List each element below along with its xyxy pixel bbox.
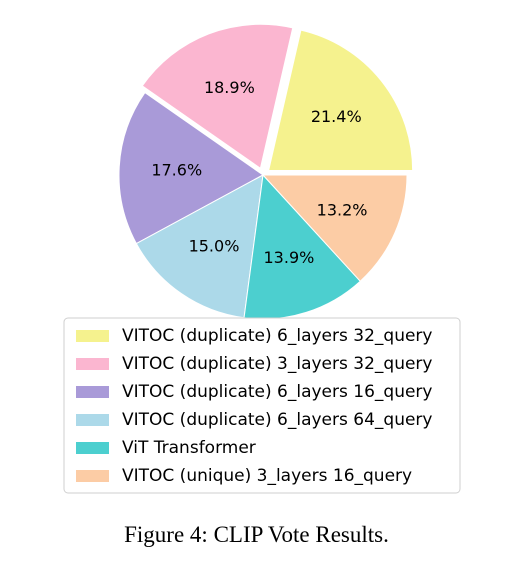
legend-swatch bbox=[76, 442, 109, 454]
legend-swatch bbox=[76, 414, 109, 426]
pie-slice bbox=[261, 174, 408, 282]
pie-slice bbox=[135, 174, 264, 319]
slice-percent-label: 21.4% bbox=[311, 107, 362, 126]
legend-swatch bbox=[76, 358, 109, 370]
legend-label: VITOC (duplicate) 6_layers 32_query bbox=[122, 326, 432, 346]
legend: VITOC (duplicate) 6_layers 32_query VITOC… bbox=[63, 317, 461, 494]
legend-swatch bbox=[76, 470, 109, 482]
pie-slices bbox=[118, 23, 414, 320]
legend-label: ViT Transformer bbox=[122, 438, 256, 458]
legend-label: VITOC (unique) 3_layers 16_query bbox=[122, 466, 412, 486]
pie-slice bbox=[141, 23, 294, 170]
legend-swatch bbox=[76, 330, 109, 342]
legend-label: VITOC (duplicate) 6_layers 64_query bbox=[122, 410, 432, 430]
slice-percent-label: 17.6% bbox=[151, 161, 202, 180]
pie-slice bbox=[268, 29, 414, 172]
slice-percent-label: 13.2% bbox=[317, 200, 368, 219]
slice-percent-label: 15.0% bbox=[189, 237, 240, 256]
pie-slice-labels: 21.4% 18.9% 17.6% 15.0% 13.9% 13.2% bbox=[151, 78, 367, 267]
slice-percent-label: 18.9% bbox=[204, 78, 255, 97]
legend-frame bbox=[63, 317, 461, 494]
figure-caption: Figure 4: CLIP Vote Results. bbox=[124, 522, 389, 547]
legend-label: VITOC (duplicate) 3_layers 32_query bbox=[122, 354, 432, 374]
pie-slice bbox=[118, 91, 264, 245]
slice-percent-label: 13.9% bbox=[264, 248, 315, 267]
legend-label: VITOC (duplicate) 6_layers 16_query bbox=[122, 382, 432, 402]
legend-swatch bbox=[76, 386, 109, 398]
